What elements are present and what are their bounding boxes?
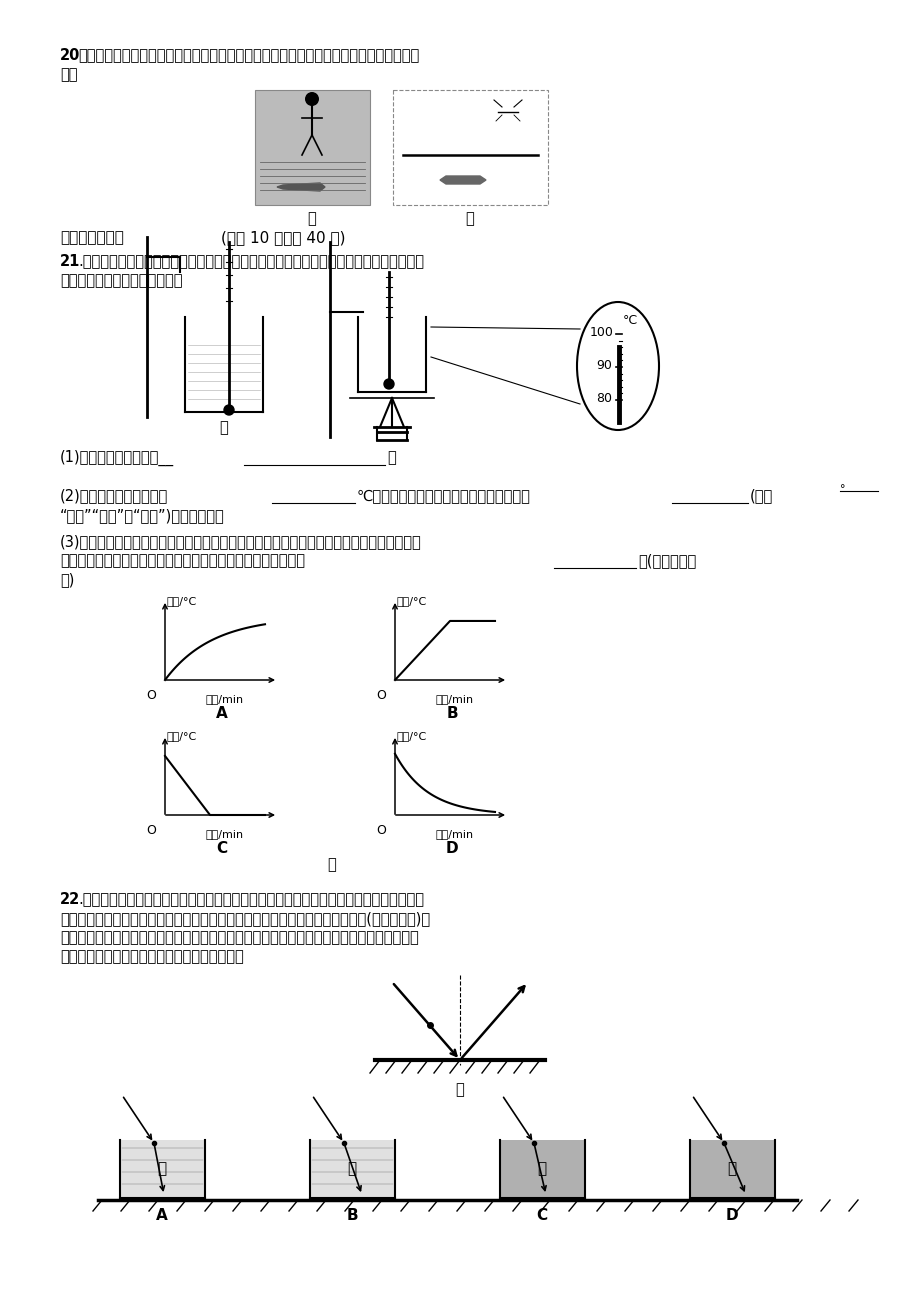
Text: 图。: 图。 <box>60 66 77 82</box>
Text: D: D <box>445 841 458 855</box>
Text: 时间/min: 时间/min <box>436 829 473 838</box>
Text: 一条小鲤鱼跃出水面捕捉蜡蜡的场景如图甲所示，请在图乙中画出小鲤鱼看见蜡蜡的光路: 一条小鲤鱼跃出水面捕捉蜡蜡的场景如图甲所示，请在图乙中画出小鲤鱼看见蜡蜡的光路 <box>78 48 419 62</box>
Text: 认为这一方案是可行的，于是进行了探究实验。: 认为这一方案是可行的，于是进行了探究实验。 <box>60 949 244 963</box>
Text: 温度/°C: 温度/°C <box>167 596 197 605</box>
Text: 乙: 乙 <box>387 450 396 465</box>
Text: O: O <box>146 689 155 702</box>
Text: .在探究光从空气斜射入水和油时，哪种液体对光的偏折本领较大的实验中，小明提出如下: .在探究光从空气斜射入水和油时，哪种液体对光的偏折本领较大的实验中，小明提出如下 <box>78 892 424 907</box>
Text: (每题 10 分，公 40 分): (每题 10 分，公 40 分) <box>221 230 346 245</box>
Text: 永腾时温度计示数如图乙所示。: 永腾时温度计示数如图乙所示。 <box>60 273 182 288</box>
Bar <box>499 1141 584 1198</box>
Text: C: C <box>536 1208 547 1223</box>
Text: (1)图甲中操作的错误是__: (1)图甲中操作的错误是__ <box>60 450 174 466</box>
Text: 实验方案：先让一束入射光从空气直接斜射入透明的空水槽中，记录下光斑位置(如图甲所示)；: 实验方案：先让一束入射光从空气直接斜射入透明的空水槽中，记录下光斑位置(如图甲所… <box>60 911 430 926</box>
Text: 水: 水 <box>347 1161 357 1177</box>
Text: O: O <box>376 824 385 837</box>
Text: 温度/°C: 温度/°C <box>397 596 426 605</box>
Text: 甲: 甲 <box>307 211 316 227</box>
Polygon shape <box>439 176 485 184</box>
Text: 油: 油 <box>727 1161 736 1177</box>
Bar <box>119 1141 205 1198</box>
Text: 甲: 甲 <box>455 1082 464 1098</box>
Text: 20: 20 <box>60 48 80 62</box>
Text: D: D <box>725 1208 738 1223</box>
Text: (2)由图乙可知水的永点是: (2)由图乙可知水的永点是 <box>60 488 168 503</box>
Text: 温度/°C: 温度/°C <box>397 730 426 741</box>
Bar <box>255 90 369 204</box>
Text: B: B <box>346 1208 357 1223</box>
Text: 100: 100 <box>589 326 613 339</box>
Text: ℃；根据水的永点，可判断出当时的大气压: ℃；根据水的永点，可判断出当时的大气压 <box>357 488 530 503</box>
Text: 乙: 乙 <box>465 211 474 227</box>
Text: O: O <box>376 689 385 702</box>
Ellipse shape <box>576 302 658 430</box>
Text: C: C <box>216 841 227 855</box>
Text: A: A <box>216 706 228 721</box>
Circle shape <box>383 379 393 389</box>
Text: B: B <box>446 706 458 721</box>
Text: °: ° <box>839 484 845 493</box>
Circle shape <box>223 405 233 415</box>
Text: 甲: 甲 <box>220 421 228 435</box>
Text: 示。其中能正确反映研究水永腾过程中温度随时间变化关系的是: 示。其中能正确反映研究水永腾过程中温度随时间变化关系的是 <box>60 553 305 568</box>
Text: “高于”“等于”或“低于”)标准大气压。: “高于”“等于”或“低于”)标准大气压。 <box>60 508 224 523</box>
Text: 温度/°C: 温度/°C <box>167 730 197 741</box>
Text: 22: 22 <box>60 892 80 907</box>
Text: 油: 油 <box>537 1161 546 1177</box>
Bar <box>310 1141 394 1198</box>
Circle shape <box>305 92 319 105</box>
Bar <box>689 1141 774 1198</box>
Text: °C: °C <box>622 314 638 327</box>
Text: .在观察水的永腾的实验中，用温度计测小烧杯中水的初温时的操作过程如图甲所示，水在: .在观察水的永腾的实验中，用温度计测小烧杯中水的初温时的操作过程如图甲所示，水在 <box>78 254 424 270</box>
Text: 丙: 丙 <box>327 857 336 872</box>
Text: 21: 21 <box>60 254 80 270</box>
Text: 时间/min: 时间/min <box>206 829 244 838</box>
Text: 号): 号) <box>60 572 74 587</box>
Text: 水: 水 <box>157 1161 166 1177</box>
Text: 四、实验探究题: 四、实验探究题 <box>60 230 124 245</box>
Text: 。(选填字母标: 。(选填字母标 <box>637 553 696 568</box>
Text: O: O <box>146 824 155 837</box>
Text: 时间/min: 时间/min <box>436 694 473 704</box>
Text: 90: 90 <box>596 359 611 372</box>
Text: (选填: (选填 <box>749 488 772 503</box>
Text: 时间/min: 时间/min <box>206 694 244 704</box>
Bar <box>392 90 548 204</box>
Text: 80: 80 <box>596 392 611 405</box>
Text: 接着分别倒入水和油，记录对应的光斑位置，再通过分析就可得到实验结论。经讨论，同学们: 接着分别倒入水和油，记录对应的光斑位置，再通过分析就可得到实验结论。经讨论，同学… <box>60 930 418 945</box>
Text: (3)在探究结束后，四位同学分别展示了自己所绘制的水的温度和时间关系的曲线，如图丙所: (3)在探究结束后，四位同学分别展示了自己所绘制的水的温度和时间关系的曲线，如图… <box>60 534 421 549</box>
Polygon shape <box>277 184 324 191</box>
Text: A: A <box>156 1208 167 1223</box>
